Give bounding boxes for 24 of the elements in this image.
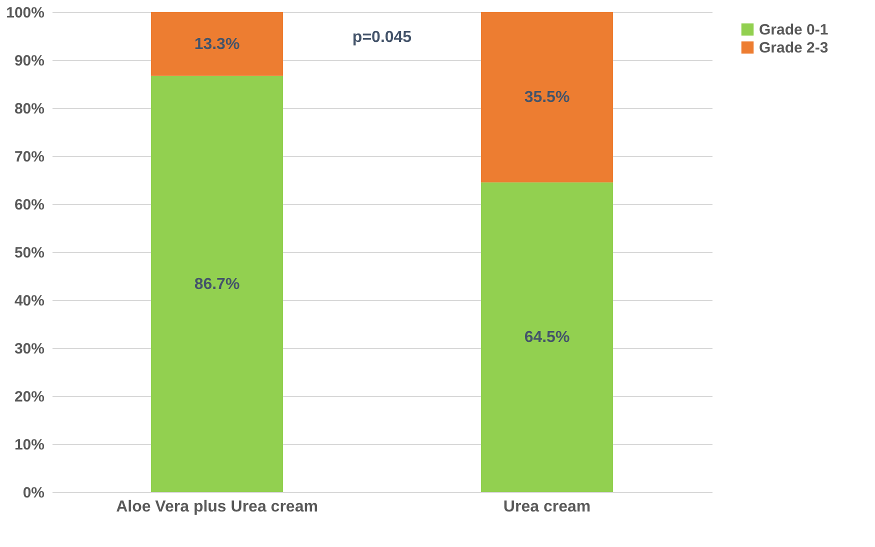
y-tick-label: 30% bbox=[14, 340, 44, 358]
annotation: p=0.045 bbox=[352, 29, 412, 46]
y-tick-label: 100% bbox=[6, 4, 44, 22]
y-tick-label: 60% bbox=[14, 196, 44, 214]
bar bbox=[151, 12, 283, 76]
y-tick-label: 0% bbox=[22, 484, 44, 502]
data-label: 13.3% bbox=[194, 36, 240, 53]
y-tick-label: 40% bbox=[14, 292, 44, 310]
y-tick-label: 10% bbox=[14, 436, 44, 454]
bar bbox=[481, 12, 613, 182]
y-tick-label: 70% bbox=[14, 148, 44, 166]
bar bbox=[481, 182, 613, 492]
y-tick-label: 50% bbox=[14, 244, 44, 262]
x-tick-label: Aloe Vera plus Urea cream bbox=[116, 498, 318, 516]
y-tick-label: 20% bbox=[14, 388, 44, 406]
bar bbox=[151, 76, 283, 492]
y-tick-label: 90% bbox=[14, 52, 44, 70]
data-label: 86.7% bbox=[194, 276, 240, 293]
legend-label: Grade 0-1 bbox=[759, 22, 828, 38]
y-tick-label: 80% bbox=[14, 100, 44, 118]
legend-label: Grade 2-3 bbox=[759, 40, 828, 56]
x-tick-label: Urea cream bbox=[503, 498, 591, 516]
data-label: 64.5% bbox=[524, 329, 570, 346]
data-label: 35.5% bbox=[524, 89, 570, 106]
